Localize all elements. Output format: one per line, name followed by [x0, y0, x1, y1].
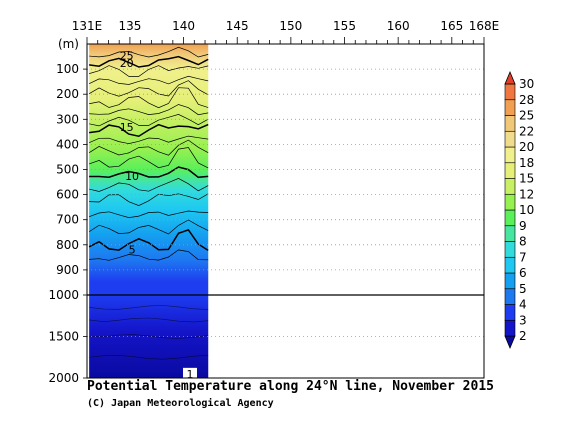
contour-line — [89, 210, 209, 218]
chart-credit: (C) Japan Meteorological Agency — [87, 397, 274, 409]
colorbar-swatch — [504, 178, 516, 195]
contour-line — [89, 55, 209, 68]
colorbar-label: 6 — [519, 266, 527, 280]
colorbar-swatch — [504, 115, 516, 132]
colorbar-swatch — [504, 319, 516, 337]
x-tick-label: 131E — [72, 19, 103, 33]
colorbar-label: 22 — [519, 124, 534, 138]
contour-line-deep — [89, 334, 209, 339]
colorbar-label: 10 — [519, 203, 534, 217]
colorbar-swatch — [504, 193, 516, 211]
colorbar-label: 3 — [519, 313, 527, 327]
contour-line — [88, 75, 209, 85]
contour-line-deep — [89, 305, 209, 310]
contour-line — [88, 219, 209, 235]
colorbar-swatch — [504, 99, 516, 116]
x-tick-label: 168E — [469, 19, 500, 33]
contour-label: 10 — [125, 170, 139, 183]
x-tick-label: 165 — [440, 19, 463, 33]
y-tick-label: 100 — [56, 62, 79, 76]
contour-line — [88, 229, 209, 252]
colorbar-swatch — [504, 304, 516, 321]
y-tick-label: 300 — [56, 112, 79, 126]
colorbar-label: 4 — [519, 298, 527, 312]
colorbar-swatch — [504, 146, 516, 164]
contour-label-bg — [183, 367, 198, 380]
contour-line — [89, 46, 209, 58]
contour-line — [89, 87, 209, 109]
y-tick-label: 900 — [56, 263, 79, 277]
contour-label: 5 — [129, 243, 136, 256]
contour-label: 25 — [120, 49, 134, 62]
contour-line — [89, 65, 209, 77]
y-tick-label: 400 — [56, 137, 79, 151]
y-tick-label: 200 — [56, 87, 79, 101]
colorbar-label: 15 — [519, 172, 534, 186]
contour-line — [88, 80, 209, 97]
contour-line — [89, 123, 209, 137]
colorbar-extend-low — [504, 335, 516, 350]
x-tick-label: 150 — [279, 19, 302, 33]
colorbar-swatch — [504, 288, 516, 305]
axes: 131E 135 140 145 150 155 160 165 168E(m)10020030… — [48, 19, 499, 385]
contour-label: 1 — [187, 368, 194, 381]
colorbar-label: 12 — [519, 187, 534, 201]
colorbar-label: 20 — [519, 140, 534, 154]
colorbar-label: 2 — [519, 329, 527, 343]
contour-line — [89, 114, 209, 127]
colorbar-label: 18 — [519, 156, 534, 170]
x-tick-label: 135 — [118, 19, 141, 33]
colorbar-swatch — [504, 130, 516, 148]
y-tick-label: 800 — [56, 238, 79, 252]
colorbar-label: 8 — [519, 235, 527, 249]
x-tick-label: 145 — [226, 19, 249, 33]
y-tick-label: 600 — [56, 188, 79, 202]
x-tick-label: 140 — [172, 19, 195, 33]
contour-line — [89, 166, 209, 179]
contour-line — [89, 249, 209, 261]
y-tick-label: 700 — [56, 213, 79, 227]
contour-line — [89, 178, 209, 192]
chart-title: Potential Temperature along 24°N line, N… — [87, 379, 494, 394]
colorbar-label: 7 — [519, 250, 527, 264]
y-tick-label: 1500 — [48, 330, 79, 344]
colorbar-label: 28 — [519, 93, 534, 107]
plot-frame — [86, 43, 485, 379]
contour-line-deep — [89, 354, 209, 360]
colorbar-swatch — [504, 209, 516, 227]
y-tick-label: 1000 — [48, 288, 79, 302]
colorbar-swatch — [504, 162, 516, 179]
contour-line — [89, 193, 209, 206]
contour-line — [89, 135, 209, 144]
colorbar-label: 30 — [519, 77, 534, 91]
contour-label: 20 — [120, 57, 134, 70]
y-tick-label: 500 — [56, 163, 79, 177]
colorbar-label: 5 — [519, 282, 527, 296]
colorbar-label: 9 — [519, 219, 527, 233]
colorbar-extend-high — [504, 70, 516, 85]
x-tick-label: 160 — [387, 19, 410, 33]
contour-line-deep — [89, 317, 209, 323]
contour-line — [89, 147, 209, 169]
colorbar-swatch — [504, 256, 516, 274]
y-axis-unit-label: (m) — [58, 37, 79, 51]
colorbar-swatch — [504, 83, 516, 101]
contour-label: 15 — [120, 121, 134, 134]
y-tick-label: 2000 — [48, 371, 79, 385]
colorbar-swatch — [504, 225, 516, 242]
shaded-section-lower — [89, 295, 209, 378]
x-tick-label: 155 — [333, 19, 356, 33]
colorbar-swatch — [504, 272, 516, 290]
contour-line — [88, 139, 209, 156]
contour-line — [89, 104, 209, 116]
colorbar-swatch — [504, 241, 516, 258]
colorbar-label: 25 — [519, 109, 534, 123]
